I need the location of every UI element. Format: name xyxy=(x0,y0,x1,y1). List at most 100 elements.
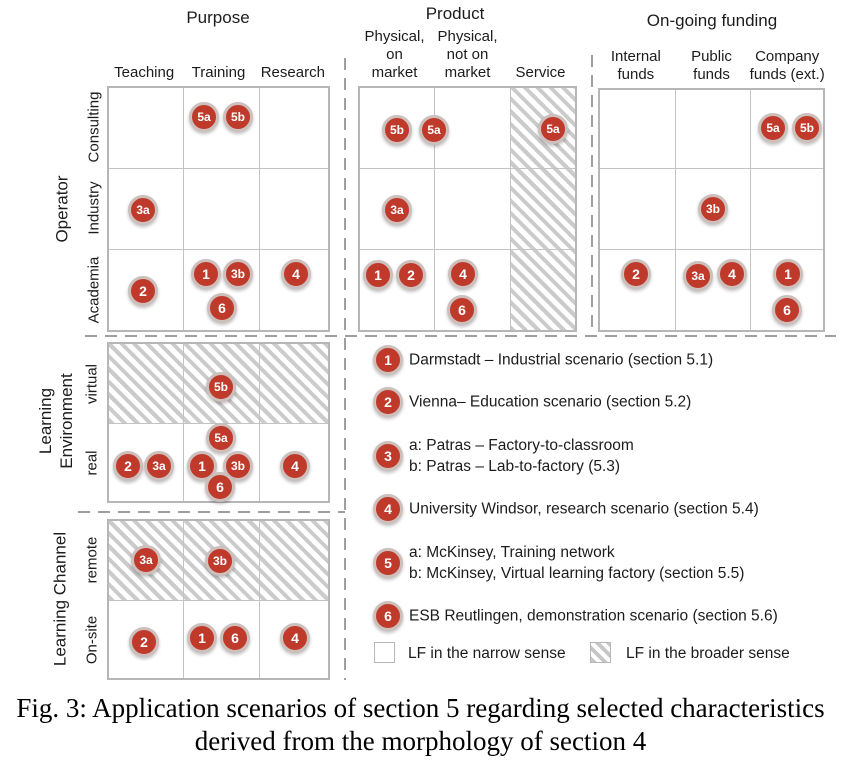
grid-line xyxy=(675,90,676,330)
legend-text-3: a: Patras – Factory-to-classroom b: Patr… xyxy=(409,437,634,475)
funding-column-headers: Internal funds Public funds Company funds … xyxy=(598,46,825,84)
legend-text-5: a: McKinsey, Training network b: McKinse… xyxy=(409,544,745,582)
product-column-headers: Physical, on market Physical, not on mark… xyxy=(358,26,577,82)
legend-marker-2: 2 xyxy=(373,387,403,417)
dashed-divider-horizontal-bottom xyxy=(78,511,345,513)
product-title: Product xyxy=(425,4,485,23)
purpose-column-headers: Teaching Training Research xyxy=(107,56,330,82)
narrow-sense-swatch xyxy=(374,642,395,663)
grid-line xyxy=(360,168,575,169)
column-header: Teaching xyxy=(114,64,175,81)
scenario-marker-1: 1 xyxy=(187,623,217,653)
scenario-marker-3b: 3b xyxy=(698,194,728,224)
row-label-remote: remote xyxy=(83,536,101,584)
legend-text-2: Vienna– Education scenario (section 5.2) xyxy=(409,393,692,411)
column-header: Company funds (ext.) xyxy=(749,48,825,83)
scenario-marker-3b: 3b xyxy=(223,451,253,481)
scenario-marker-4: 4 xyxy=(448,259,478,289)
row-label-real: real xyxy=(83,450,101,476)
row-label-academia: Academia xyxy=(85,256,103,324)
dashed-divider-horizontal-top xyxy=(85,335,836,337)
legend-text-4: University Windsor, research scenario (s… xyxy=(409,500,759,518)
scenario-marker-1: 1 xyxy=(191,259,221,289)
scenario-marker-3a: 3a xyxy=(683,261,713,291)
row-label-consulting: Consulting xyxy=(85,91,103,163)
scenario-marker-3a: 3a xyxy=(128,195,158,225)
scenario-marker-5a: 5a xyxy=(206,423,236,453)
scenario-marker-1: 1 xyxy=(773,259,803,289)
legend-marker-1: 1 xyxy=(373,345,403,375)
scenario-marker-5b: 5b xyxy=(206,372,236,402)
scenario-marker-6: 6 xyxy=(205,472,235,502)
learning-channel-label: Learning Channel xyxy=(50,531,70,667)
grid-line xyxy=(750,90,751,330)
scenario-marker-5a: 5a xyxy=(758,113,788,143)
dashed-divider-vertical-right xyxy=(591,55,593,337)
scenario-marker-6: 6 xyxy=(220,623,250,653)
row-label-on-site: On-site xyxy=(83,615,101,665)
grid-line xyxy=(259,344,260,501)
scenario-marker-2: 2 xyxy=(396,260,426,290)
purpose-title: Purpose xyxy=(186,8,250,27)
grid-line xyxy=(600,249,823,250)
scenario-marker-6: 6 xyxy=(207,293,237,323)
row-label-industry: Industry xyxy=(85,181,103,235)
column-header: Public funds xyxy=(691,48,732,83)
row-label-virtual: virtual xyxy=(83,363,101,405)
column-header: Service xyxy=(515,64,566,81)
scenario-marker-5b: 5b xyxy=(223,102,253,132)
scenario-marker-6: 6 xyxy=(772,295,802,325)
grid-line xyxy=(360,249,575,250)
scenario-marker-4: 4 xyxy=(281,259,311,289)
scenario-marker-2: 2 xyxy=(128,276,158,306)
scenario-marker-6: 6 xyxy=(447,295,477,325)
grid-line xyxy=(109,600,328,601)
grid-line xyxy=(259,88,260,330)
scenario-marker-4: 4 xyxy=(280,623,310,653)
scenario-marker-4: 4 xyxy=(280,451,310,481)
funding-title: On-going funding xyxy=(646,11,778,30)
legend-marker-5: 5 xyxy=(373,548,403,578)
legend-text-1: Darmstadt – Industrial scenario (section… xyxy=(409,351,714,369)
broader-sense-swatch xyxy=(590,642,611,663)
column-header: Training xyxy=(191,64,246,81)
scenario-marker-2: 2 xyxy=(621,259,651,289)
grid-line xyxy=(434,88,435,330)
grid-line xyxy=(183,88,184,330)
scenario-marker-2: 2 xyxy=(129,627,159,657)
scenario-marker-5a: 5a xyxy=(419,115,449,145)
scenario-marker-5a: 5a xyxy=(538,114,568,144)
scenario-marker-5a: 5a xyxy=(189,102,219,132)
scenario-marker-3b: 3b xyxy=(205,546,235,576)
narrow-sense-label: LF in the narrow sense xyxy=(408,645,566,662)
dashed-divider-vertical-left xyxy=(344,58,346,680)
legend-marker-3: 3 xyxy=(373,441,403,471)
grid-line xyxy=(600,168,823,169)
column-header: Research xyxy=(260,64,325,81)
grid-line xyxy=(183,344,184,501)
scenario-marker-5b: 5b xyxy=(792,113,822,143)
scenario-marker-3a: 3a xyxy=(144,451,174,481)
legend-marker-6: 6 xyxy=(373,601,403,631)
grid-line xyxy=(510,88,511,330)
grid-line xyxy=(259,521,260,678)
grid-line xyxy=(109,168,328,169)
scenario-marker-2: 2 xyxy=(113,451,143,481)
column-header: Physical, not on market xyxy=(437,28,498,81)
scenario-marker-5b: 5b xyxy=(382,115,412,145)
legend-text-6: ESB Reutlingen, demonstration scenario (… xyxy=(409,607,778,625)
grid-line xyxy=(109,249,328,250)
column-header: Internal funds xyxy=(610,48,661,83)
scenario-marker-4: 4 xyxy=(717,259,747,289)
learning-environment-label: Learning Environment xyxy=(36,373,76,469)
column-header: Physical, on market xyxy=(364,28,425,81)
grid-line xyxy=(183,521,184,678)
legend-marker-4: 4 xyxy=(373,494,403,524)
scenario-marker-3a: 3a xyxy=(382,195,412,225)
scenario-marker-3a: 3a xyxy=(131,545,161,575)
operator-label: Operator xyxy=(52,175,72,243)
scenario-marker-3b: 3b xyxy=(223,259,253,289)
figure-caption: Fig. 3: Application scenarios of section… xyxy=(16,693,825,756)
scenario-marker-1: 1 xyxy=(363,260,393,290)
